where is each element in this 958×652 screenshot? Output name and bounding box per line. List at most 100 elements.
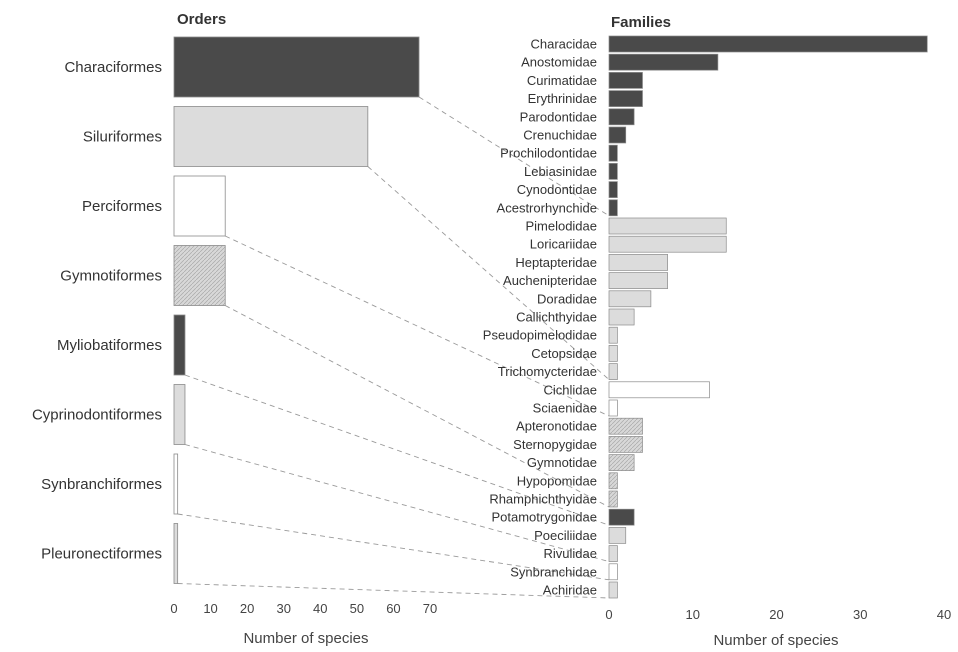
label-family-cichlidae: Cichlidae [544, 382, 597, 397]
bar-family-gymnotidae [608, 454, 635, 471]
bar-order-perciformes [173, 175, 226, 237]
bar-family-loricariidae [608, 235, 727, 253]
bar-order-characiformes [173, 36, 420, 98]
label-family-apteronotidae: Apteronotidae [516, 419, 597, 434]
label-family-loricariidae: Loricariidae [530, 237, 597, 252]
label-family-trichomycteridae: Trichomycteridae [498, 364, 597, 379]
label-family-parodontidae: Parodontidae [520, 109, 597, 124]
bar-family-auchenipteridae [608, 272, 668, 289]
label-family-erythrinidae: Erythrinidae [528, 91, 597, 106]
bar-family-parodontidae [608, 108, 635, 126]
label-family-sternopygidae: Sternopygidae [513, 437, 597, 452]
label-family-prochilodontidae: Prochilodontidae [500, 146, 597, 161]
orders-xtick-50: 50 [350, 601, 364, 616]
orders-xlabel: Number of species [243, 630, 368, 647]
label-family-sciaenidae: Sciaenidae [533, 401, 597, 416]
label-family-doradidae: Doradidae [537, 291, 597, 306]
label-family-cynodontidae: Cynodontidae [517, 182, 597, 197]
orders-title: Orders [177, 11, 226, 28]
connector-order-6 [184, 444, 610, 563]
label-order-siluriformes: Siluriformes [83, 129, 162, 146]
orders-xtick-0: 0 [170, 601, 177, 616]
orders-xtick-10: 10 [203, 601, 217, 616]
bar-order-myliobatiformes [173, 314, 186, 376]
label-family-crenuchidae: Crenuchidae [523, 128, 597, 143]
bar-family-potamotrygonidae [608, 508, 635, 526]
label-order-characiformes: Characiformes [64, 59, 162, 76]
bar-family-heptapteridae [608, 254, 668, 271]
label-family-poeciliidae: Poeciliidae [534, 528, 597, 543]
bar-family-sternopygidae [608, 436, 643, 453]
bar-family-curimatidae [608, 72, 643, 89]
connector-order-4 [224, 305, 610, 508]
connector-lines [177, 96, 610, 599]
label-family-anostomidae: Anostomidae [521, 55, 597, 70]
families-xtick-0: 0 [605, 607, 612, 622]
label-family-pimelodidae: Pimelodidae [525, 219, 597, 234]
bar-family-prochilodontidae [608, 144, 618, 162]
label-family-heptapteridae: Heptapteridae [515, 255, 597, 270]
label-family-synbranchidae: Synbranchidae [510, 564, 597, 579]
label-family-pseudopimelodidae: Pseudopimelodidae [483, 328, 597, 343]
bar-family-hypopomidae [608, 472, 618, 490]
label-order-synbranchiformes: Synbranchiformes [41, 476, 162, 493]
bar-family-rivulidae [608, 545, 618, 562]
bar-family-crenuchidae [608, 126, 627, 144]
orders-xtick-70: 70 [423, 601, 437, 616]
label-family-auchenipteridae: Auchenipteridae [503, 273, 597, 288]
families-title: Families [611, 14, 671, 31]
bar-family-callichthyidae [608, 308, 635, 326]
label-order-pleuronectiformes: Pleuronectiformes [41, 546, 162, 563]
families-panel: Families Characidae Anostomidae Curimatidae… [483, 14, 951, 649]
bar-family-sciaenidae [608, 399, 618, 417]
label-family-callichthyidae: Callichthyidae [516, 310, 597, 325]
connector-order-5 [184, 374, 610, 526]
bar-order-siluriformes [173, 106, 369, 167]
orders-xtick-30: 30 [276, 601, 290, 616]
bar-family-synbranchidae [608, 563, 618, 581]
families-xtick-40: 40 [937, 607, 951, 622]
label-family-rhamphichthyidae: Rhamphichthyidae [489, 492, 597, 507]
bar-family-lebiasinidae [608, 163, 618, 180]
orders-xtick-60: 60 [386, 601, 400, 616]
bar-family-doradidae [608, 290, 652, 308]
label-order-myliobatiformes: Myliobatiformes [57, 337, 162, 354]
bar-family-cetopsidae [608, 345, 618, 362]
bar-family-cichlidae [608, 381, 710, 399]
bar-family-erythrinidae [608, 90, 643, 107]
connector-order-7 [177, 513, 610, 581]
label-family-cetopsidae: Cetopsidae [531, 346, 597, 361]
label-family-rivulidae: Rivulidae [544, 546, 597, 561]
bar-family-pimelodidae [608, 217, 727, 235]
bar-family-anostomidae [608, 53, 719, 71]
bar-order-gymnotiformes [173, 245, 226, 306]
label-family-gymnotidae: Gymnotidae [527, 455, 597, 470]
label-family-characidae: Characidae [531, 37, 598, 52]
label-order-gymnotiformes: Gymnotiformes [60, 268, 162, 285]
bar-family-pseudopimelodidae [608, 326, 618, 344]
families-xtick-20: 20 [769, 607, 783, 622]
bar-order-synbranchiformes [173, 453, 179, 515]
orders-panel: Orders Characiformes Siluriformes Perciform… [32, 11, 437, 647]
families-xtick-10: 10 [686, 607, 700, 622]
orders-xtick-40: 40 [313, 601, 327, 616]
families-xtick-30: 30 [853, 607, 867, 622]
bar-family-cynodontidae [608, 181, 618, 198]
label-order-perciformes: Perciformes [82, 198, 162, 215]
label-family-achiridae: Achiridae [543, 583, 597, 598]
bar-family-apteronotidae [608, 417, 643, 435]
families-xlabel: Number of species [713, 632, 838, 649]
label-family-curimatidae: Curimatidae [527, 73, 597, 88]
bar-family-rhamphichthyidae [608, 490, 618, 508]
label-order-cyprinodontiformes: Cyprinodontiformes [32, 407, 162, 424]
bar-family-trichomycteridae [608, 363, 618, 380]
bar-order-pleuronectiformes [173, 523, 179, 584]
bar-family-acestrorhynchide [608, 199, 618, 217]
bar-order-cyprinodontiformes [173, 384, 186, 445]
label-family-potamotrygonidae: Potamotrygonidae [491, 510, 597, 525]
connector-order-1 [418, 96, 610, 217]
bar-family-achiridae [608, 581, 618, 599]
label-family-hypopomidae: Hypopomidae [517, 473, 597, 488]
bar-family-characidae [608, 35, 928, 53]
